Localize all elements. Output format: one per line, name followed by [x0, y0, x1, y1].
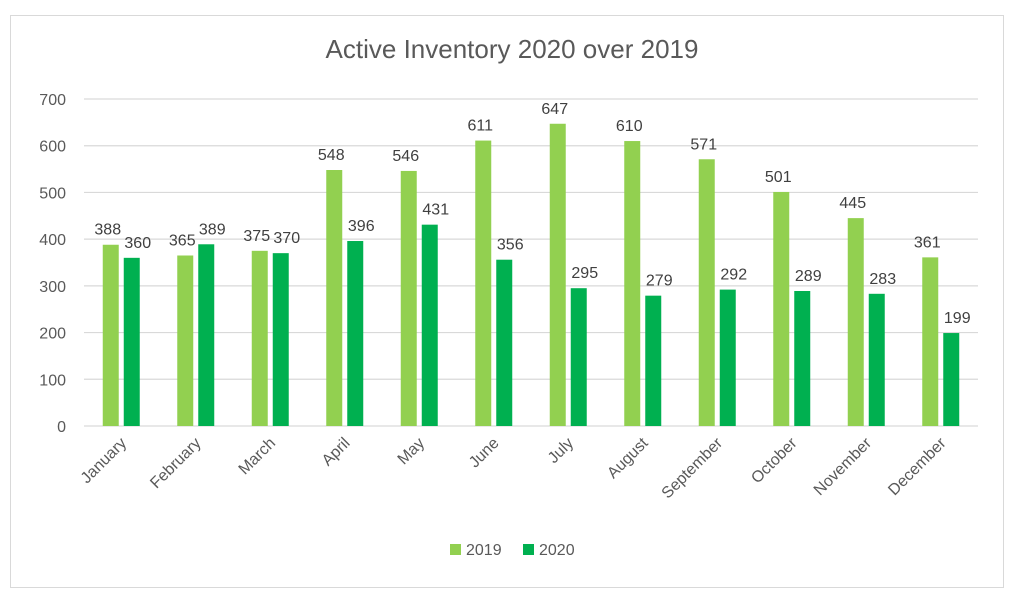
- x-tick-label: September: [659, 434, 727, 502]
- data-label: 289: [795, 268, 822, 285]
- bar-2019-march: [251, 250, 268, 426]
- x-tick-label: December: [885, 434, 950, 499]
- bar-2020-february: [198, 244, 215, 426]
- data-label: 610: [616, 118, 643, 135]
- data-label: 361: [914, 234, 941, 251]
- bar-2020-december: [943, 333, 960, 426]
- x-tick-label: March: [236, 435, 279, 478]
- data-label: 292: [720, 267, 747, 284]
- x-tick-label: June: [466, 435, 503, 472]
- x-tick-label: April: [319, 435, 354, 470]
- data-label: 365: [169, 232, 196, 249]
- bar-2020-march: [272, 253, 289, 426]
- data-label: 388: [94, 222, 121, 239]
- y-tick-label: 100: [39, 372, 66, 389]
- data-label: 445: [839, 195, 866, 212]
- x-tick-label: July: [545, 435, 577, 467]
- y-tick-label: 700: [39, 92, 66, 109]
- x-tick-label: May: [395, 435, 428, 468]
- chart-title: Active Inventory 2020 over 2019: [326, 34, 699, 64]
- bar-2020-october: [794, 290, 811, 426]
- bar-2019-june: [475, 140, 492, 426]
- bar-2020-june: [496, 259, 513, 426]
- bar-2020-august: [645, 295, 662, 426]
- legend-label-2019: 2019: [466, 542, 502, 559]
- data-label: 375: [243, 228, 270, 245]
- data-label: 199: [944, 310, 971, 327]
- bar-2019-may: [400, 170, 417, 426]
- data-label: 546: [392, 148, 419, 165]
- bar-2020-july: [570, 288, 587, 426]
- bar-2019-august: [624, 141, 641, 427]
- bar-2019-december: [922, 257, 939, 426]
- data-label: 389: [199, 221, 226, 238]
- bar-2020-january: [123, 257, 140, 426]
- data-label: 356: [497, 237, 524, 254]
- bar-2020-april: [347, 241, 364, 426]
- x-axis-ticks: January February March April May June July Augu…: [78, 434, 950, 502]
- legend-label-2020: 2020: [539, 542, 575, 559]
- bar-2019-october: [773, 191, 790, 426]
- bar-2020-may: [421, 224, 438, 426]
- x-tick-label: October: [748, 434, 801, 487]
- x-tick-label: February: [147, 435, 204, 492]
- data-label: 360: [124, 235, 151, 252]
- y-tick-label: 400: [39, 232, 66, 249]
- bar-2019-february: [177, 255, 194, 426]
- bar-2019-november: [847, 218, 864, 426]
- bar-2019-april: [326, 170, 343, 426]
- data-label: 283: [869, 271, 896, 288]
- bar-2019-september: [698, 159, 715, 427]
- y-tick-label: 300: [39, 279, 66, 296]
- bars: [102, 123, 960, 427]
- data-label: 431: [422, 202, 449, 219]
- data-label: 396: [348, 218, 375, 235]
- x-tick-label: January: [78, 435, 130, 487]
- gridlines: [84, 98, 978, 427]
- data-label: 548: [318, 147, 345, 164]
- data-label: 647: [541, 101, 568, 118]
- data-label: 295: [571, 265, 598, 282]
- data-label: 501: [765, 169, 792, 186]
- y-tick-label: 200: [39, 326, 66, 343]
- x-tick-label: November: [811, 434, 876, 499]
- y-tick-label: 0: [57, 419, 66, 436]
- data-label: 571: [690, 136, 717, 153]
- x-tick-label: August: [604, 434, 652, 482]
- data-label: 279: [646, 273, 673, 290]
- data-label: 370: [273, 230, 300, 247]
- data-label: 611: [467, 118, 493, 135]
- bar-2020-november: [868, 293, 885, 426]
- bar-2019-july: [549, 123, 566, 426]
- legend-swatch-2020: [523, 544, 534, 555]
- y-tick-label: 500: [39, 185, 66, 202]
- y-tick-label: 600: [39, 139, 66, 156]
- bar-2020-september: [719, 289, 736, 426]
- y-axis-ticks: 0 100 200 300 400 500 600 700: [39, 92, 66, 436]
- bar-2019-january: [102, 244, 119, 426]
- legend-swatch-2019: [450, 544, 461, 555]
- legend: 2019 2020: [450, 542, 575, 559]
